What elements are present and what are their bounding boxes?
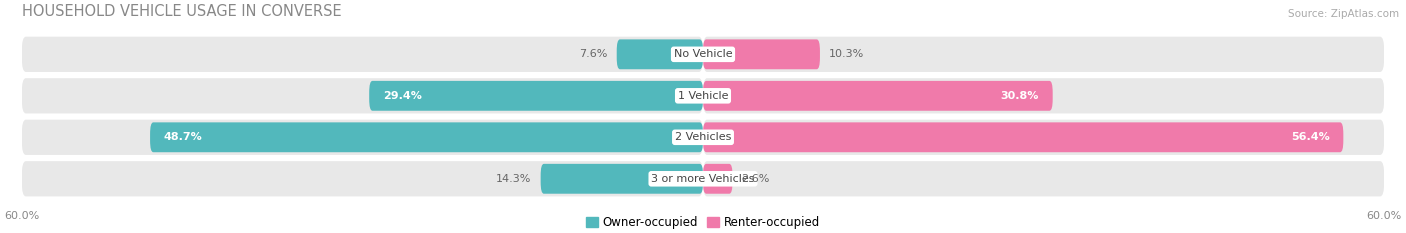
FancyBboxPatch shape: [21, 120, 703, 155]
Text: 29.4%: 29.4%: [382, 91, 422, 101]
Text: HOUSEHOLD VEHICLE USAGE IN CONVERSE: HOUSEHOLD VEHICLE USAGE IN CONVERSE: [21, 4, 342, 19]
Text: No Vehicle: No Vehicle: [673, 49, 733, 59]
Text: Source: ZipAtlas.com: Source: ZipAtlas.com: [1288, 9, 1399, 19]
FancyBboxPatch shape: [703, 78, 1385, 113]
FancyBboxPatch shape: [703, 81, 1053, 111]
FancyBboxPatch shape: [21, 78, 703, 113]
Text: 2 Vehicles: 2 Vehicles: [675, 132, 731, 142]
Legend: Owner-occupied, Renter-occupied: Owner-occupied, Renter-occupied: [586, 216, 820, 229]
FancyBboxPatch shape: [703, 164, 733, 194]
FancyBboxPatch shape: [703, 39, 820, 69]
FancyBboxPatch shape: [703, 122, 1343, 152]
FancyBboxPatch shape: [703, 37, 1385, 72]
FancyBboxPatch shape: [370, 81, 703, 111]
FancyBboxPatch shape: [21, 37, 703, 72]
FancyBboxPatch shape: [617, 39, 703, 69]
Text: 56.4%: 56.4%: [1291, 132, 1330, 142]
FancyBboxPatch shape: [21, 161, 703, 196]
Text: 3 or more Vehicles: 3 or more Vehicles: [651, 174, 755, 184]
Text: 2.6%: 2.6%: [741, 174, 770, 184]
Text: 48.7%: 48.7%: [163, 132, 202, 142]
FancyBboxPatch shape: [150, 122, 703, 152]
Text: 10.3%: 10.3%: [830, 49, 865, 59]
Text: 14.3%: 14.3%: [496, 174, 531, 184]
Text: 1 Vehicle: 1 Vehicle: [678, 91, 728, 101]
FancyBboxPatch shape: [703, 120, 1385, 155]
Text: 30.8%: 30.8%: [1001, 91, 1039, 101]
FancyBboxPatch shape: [703, 161, 1385, 196]
Text: 7.6%: 7.6%: [579, 49, 607, 59]
FancyBboxPatch shape: [541, 164, 703, 194]
